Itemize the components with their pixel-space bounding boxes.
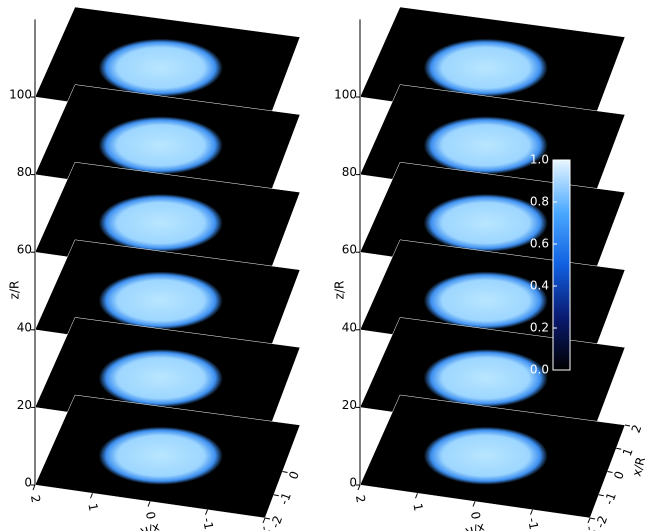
colorbar-tick-label: 0.8 bbox=[530, 195, 549, 209]
figure: 100806040200z/R210-1-2x/R-2-101008060402… bbox=[0, 0, 652, 531]
z-tick-label: 20 bbox=[17, 398, 32, 412]
z-tick-label: 100 bbox=[9, 88, 32, 102]
z-tick-label: 40 bbox=[342, 320, 357, 334]
x-tick bbox=[206, 510, 208, 515]
density-blob bbox=[424, 349, 548, 407]
x-tick bbox=[91, 493, 93, 498]
x-tick-label: 2 bbox=[28, 494, 43, 504]
density-blob bbox=[99, 349, 223, 407]
colorbar-tick-label: 0.6 bbox=[530, 237, 549, 251]
density-blob bbox=[99, 272, 223, 330]
x-tick-label: -1 bbox=[200, 517, 216, 531]
z-tick-label: 0 bbox=[24, 476, 32, 490]
z-axis-label: z/R bbox=[8, 281, 22, 300]
x-tick bbox=[148, 502, 150, 507]
x-tick bbox=[263, 518, 265, 523]
y-tick-label: -1 bbox=[602, 491, 619, 507]
z-tick-label: 0 bbox=[349, 476, 357, 490]
x-tick bbox=[473, 502, 475, 507]
x-tick-label: 0 bbox=[468, 510, 483, 520]
colorbar-tick-label: 0.2 bbox=[530, 321, 549, 335]
density-blob bbox=[424, 39, 548, 97]
x-tick-label: 1 bbox=[85, 502, 100, 512]
x-axis-label: x/R bbox=[139, 521, 161, 531]
colorbar-tick-label: 0.0 bbox=[530, 363, 549, 377]
density-blob bbox=[99, 39, 223, 97]
z-tick-label: 60 bbox=[342, 243, 357, 257]
x-tick bbox=[416, 493, 418, 498]
z-axis-label: z/R bbox=[333, 281, 347, 300]
x-tick-label: -1 bbox=[525, 517, 541, 531]
density-blob bbox=[99, 427, 223, 485]
x-tick bbox=[33, 485, 35, 490]
x-tick bbox=[531, 510, 533, 515]
z-tick-label: 80 bbox=[17, 165, 32, 179]
z-tick-label: 60 bbox=[17, 243, 32, 257]
x-tick-label: 1 bbox=[410, 502, 425, 512]
density-blob bbox=[424, 427, 548, 485]
x-axis-label: x/R bbox=[464, 521, 486, 531]
z-tick-label: 80 bbox=[342, 165, 357, 179]
z-tick-label: 20 bbox=[342, 398, 357, 412]
colorbar-tick-label: 0.4 bbox=[530, 279, 549, 293]
x-tick bbox=[358, 485, 360, 490]
y-tick-label: 2 bbox=[629, 423, 645, 435]
density-blob bbox=[99, 194, 223, 252]
x-tick bbox=[588, 518, 590, 523]
colorbar bbox=[553, 160, 570, 370]
z-tick-label: 40 bbox=[17, 320, 32, 334]
x-tick-label: 2 bbox=[353, 494, 368, 504]
y-axis-label: x/R bbox=[629, 455, 648, 477]
x-tick-label: 0 bbox=[143, 510, 158, 520]
colorbar-tick-label: 1.0 bbox=[530, 153, 549, 167]
y-tick-label: 0 bbox=[611, 469, 627, 481]
y-tick-label: -1 bbox=[277, 491, 294, 507]
density-blob bbox=[99, 116, 223, 174]
z-tick-label: 100 bbox=[334, 88, 357, 102]
y-tick-label: 0 bbox=[286, 469, 302, 481]
